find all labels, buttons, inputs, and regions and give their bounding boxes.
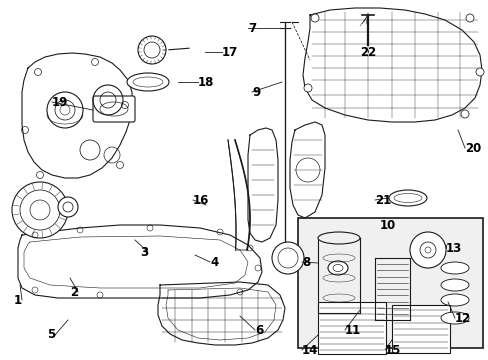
Text: 16: 16 [193,194,209,207]
Polygon shape [303,8,481,122]
Bar [297,218,482,348]
Polygon shape [247,128,278,242]
Circle shape [310,14,318,22]
Text: 5: 5 [47,328,55,342]
Text: 6: 6 [254,324,263,337]
Circle shape [465,14,473,22]
Text: 2: 2 [70,285,78,298]
Bar [391,305,449,353]
Ellipse shape [440,312,468,324]
Text: 15: 15 [384,343,401,356]
Text: 9: 9 [251,86,260,99]
Text: 21: 21 [374,194,390,207]
Ellipse shape [271,242,304,274]
Ellipse shape [327,261,347,275]
Polygon shape [289,122,325,218]
Text: 14: 14 [302,343,318,356]
FancyBboxPatch shape [93,96,135,122]
Text: 4: 4 [209,256,218,269]
Polygon shape [227,140,249,250]
Text: 22: 22 [359,45,375,59]
Circle shape [138,36,165,64]
Text: 18: 18 [198,76,214,89]
Text: 3: 3 [140,246,148,258]
Text: 17: 17 [222,45,238,59]
Ellipse shape [440,262,468,274]
Text: 11: 11 [345,324,361,337]
Circle shape [460,110,468,118]
Bar [317,302,385,354]
Circle shape [475,68,483,76]
Polygon shape [22,53,132,178]
Circle shape [58,197,78,217]
Circle shape [409,232,445,268]
Ellipse shape [388,190,426,206]
Polygon shape [158,282,285,345]
Text: 10: 10 [379,219,395,231]
Text: 19: 19 [52,95,68,108]
Text: 7: 7 [247,22,256,35]
Circle shape [12,182,68,238]
Ellipse shape [440,279,468,291]
Text: 1: 1 [14,293,22,306]
Ellipse shape [317,232,359,244]
Text: 20: 20 [464,141,480,154]
Text: 8: 8 [302,256,309,269]
Circle shape [304,84,311,92]
Text: 13: 13 [445,242,461,255]
Ellipse shape [127,73,169,91]
Polygon shape [18,225,262,298]
Text: 12: 12 [454,311,470,324]
Ellipse shape [440,294,468,306]
